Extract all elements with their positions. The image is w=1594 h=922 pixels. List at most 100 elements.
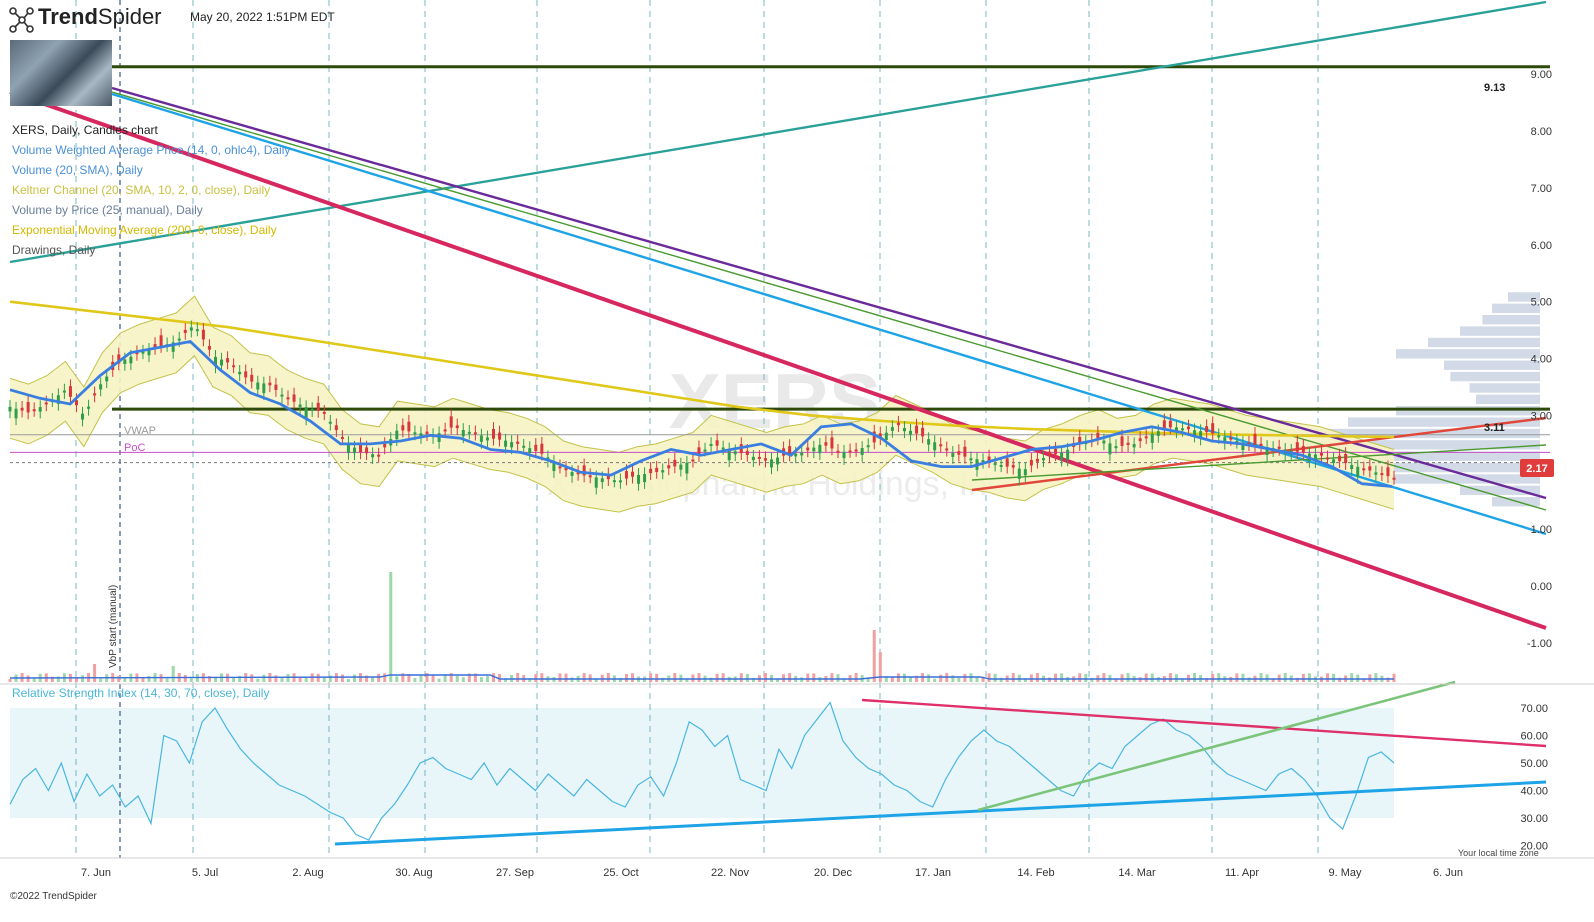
x-tick-label: 2. Aug bbox=[292, 867, 323, 879]
candle-body bbox=[1193, 430, 1197, 436]
candle-body bbox=[1120, 436, 1124, 446]
candle-body bbox=[171, 342, 175, 352]
candle-body bbox=[842, 451, 846, 459]
rsi-path bbox=[9, 701, 1395, 841]
candle-body bbox=[1150, 433, 1154, 443]
legend-item-ema[interactable]: Exponential Moving Average (200, 0, clos… bbox=[12, 223, 277, 237]
volume-bar bbox=[262, 674, 266, 682]
volume-bar bbox=[165, 678, 169, 682]
x-tick-label: 6. Jun bbox=[1433, 867, 1463, 879]
candle-body bbox=[733, 451, 737, 455]
volume-bar bbox=[721, 673, 725, 682]
candle-body bbox=[135, 352, 139, 355]
y-tick-label: -1.00 bbox=[1527, 638, 1552, 650]
volume-bar bbox=[467, 673, 471, 682]
volume-bar bbox=[147, 676, 151, 682]
volume-bar bbox=[1180, 678, 1184, 682]
legend-item-vwap[interactable]: Volume Weighted Average Price (14, 0, oh… bbox=[12, 143, 291, 157]
volume-bar bbox=[1193, 673, 1197, 682]
candle-body bbox=[1108, 443, 1112, 455]
volume-bar bbox=[1090, 678, 1094, 682]
candle-body bbox=[201, 329, 205, 340]
volume-bar bbox=[975, 676, 979, 682]
volume-bar bbox=[558, 673, 562, 682]
candle-body bbox=[884, 432, 888, 441]
candle-body bbox=[600, 478, 604, 483]
candle-body bbox=[1205, 426, 1209, 433]
volume-bar bbox=[909, 677, 913, 682]
candle-body bbox=[32, 409, 36, 412]
candle-body bbox=[878, 433, 882, 439]
vbp-start-marker-label: VbP start (manual) bbox=[108, 585, 119, 668]
vwap-level-label: VWAP bbox=[124, 425, 156, 437]
last-price-badge bbox=[1520, 459, 1554, 477]
legend-item-candles[interactable]: XERS, Daily, Candles chart bbox=[12, 123, 158, 137]
candle-body bbox=[824, 442, 828, 446]
candle-body bbox=[81, 413, 85, 420]
volume-bar bbox=[679, 674, 683, 682]
keltner-lower bbox=[9, 354, 1395, 513]
trendline bbox=[971, 416, 1547, 492]
candle-body bbox=[407, 421, 411, 432]
volume-bar bbox=[618, 677, 622, 682]
candle-body bbox=[510, 442, 514, 448]
volume-bar bbox=[56, 676, 60, 682]
candle-body bbox=[1132, 444, 1136, 448]
candle-body bbox=[1326, 457, 1330, 460]
volume-bar bbox=[957, 677, 961, 682]
volume-bar bbox=[213, 677, 217, 682]
volume-bar bbox=[1241, 673, 1245, 682]
rsi-trendlines[interactable] bbox=[334, 680, 1547, 846]
volume-bar bbox=[377, 673, 381, 682]
volume-bar bbox=[1350, 673, 1354, 682]
volume-bar bbox=[1011, 673, 1015, 682]
vbp-bar bbox=[1476, 394, 1540, 405]
candle-body bbox=[473, 432, 477, 435]
candle-body bbox=[751, 456, 755, 461]
candle-body bbox=[1060, 452, 1064, 460]
candle-body bbox=[1319, 452, 1323, 456]
candle-body bbox=[425, 431, 429, 435]
candle-body bbox=[1138, 438, 1142, 442]
volume-bar bbox=[1078, 673, 1082, 682]
candle-body bbox=[383, 443, 387, 448]
volume-bar bbox=[99, 678, 103, 682]
volume-bar bbox=[443, 674, 447, 682]
legend-item-drawings[interactable]: Drawings, Daily bbox=[12, 243, 96, 257]
candle-body bbox=[770, 459, 774, 468]
last-price-label: 2.17 bbox=[1526, 463, 1547, 475]
volume-bar bbox=[238, 675, 242, 682]
candle-body bbox=[649, 468, 653, 474]
legend-item-volume[interactable]: Volume (20, SMA), Daily bbox=[12, 163, 143, 177]
rsi-y-tick-label: 60.00 bbox=[1520, 731, 1548, 743]
volume-bar bbox=[872, 630, 876, 682]
volume-bar bbox=[413, 678, 417, 682]
volume-bar bbox=[1271, 678, 1275, 682]
candle-body bbox=[141, 351, 145, 354]
trendline-drawings[interactable] bbox=[9, 0, 1547, 630]
volume-bar bbox=[896, 673, 900, 682]
candle-body bbox=[939, 444, 943, 447]
volume-bar bbox=[274, 675, 278, 682]
volume-bar bbox=[328, 675, 332, 682]
candle-body bbox=[860, 448, 864, 456]
candle-body bbox=[1017, 468, 1021, 479]
candle-body bbox=[280, 394, 284, 397]
volume-bar bbox=[1084, 673, 1088, 682]
x-tick-label: 5. Jul bbox=[192, 867, 218, 879]
legend-item-volume-by-price[interactable]: Volume by Price (25, manual), Daily bbox=[12, 203, 203, 217]
volume-bar bbox=[304, 676, 308, 682]
timezone-label[interactable]: Your local time zone bbox=[1458, 848, 1539, 858]
vbp-bar bbox=[1492, 303, 1540, 314]
volume-bar bbox=[630, 673, 634, 682]
volume-bar bbox=[915, 675, 919, 682]
candle-body bbox=[667, 465, 671, 469]
legend-item-keltner[interactable]: Keltner Channel (20, SMA, 10, 2, 0, clos… bbox=[12, 183, 271, 197]
candle-body bbox=[213, 356, 217, 367]
volume-bar bbox=[371, 677, 375, 682]
x-tick-label: 17. Jan bbox=[915, 867, 951, 879]
candle-body bbox=[195, 329, 199, 332]
volume-bar bbox=[884, 676, 888, 682]
candle-body bbox=[371, 454, 375, 458]
